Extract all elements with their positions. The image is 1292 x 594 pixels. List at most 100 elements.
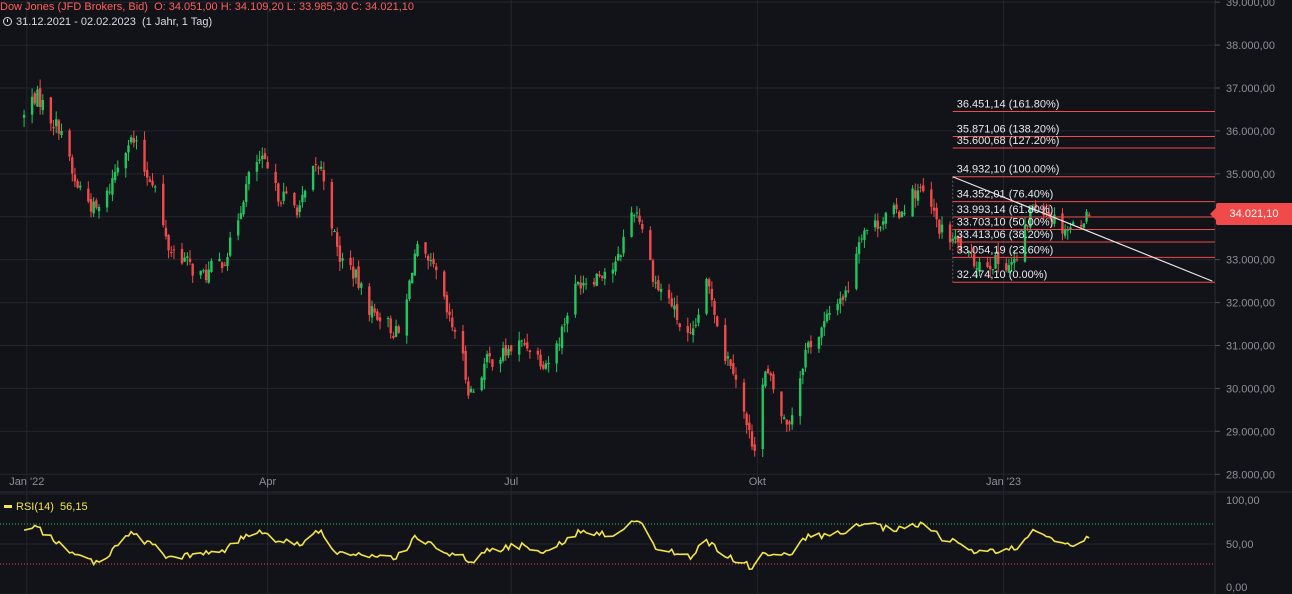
- candle-body: [170, 251, 173, 253]
- y-tick-label: 39.000,00: [1226, 0, 1275, 9]
- candle-body: [480, 377, 483, 391]
- candle-body: [673, 305, 676, 310]
- candle-body: [443, 271, 446, 297]
- candle-body: [154, 186, 157, 188]
- candle-body: [876, 220, 880, 229]
- candle-body: [938, 219, 941, 234]
- candle-body: [603, 271, 607, 279]
- rsi-value: 56,15: [60, 501, 88, 513]
- candle-body: [667, 289, 671, 299]
- rsi-line: [23, 520, 1090, 571]
- candle-body: [798, 378, 802, 417]
- candle-body: [748, 422, 751, 430]
- candle-body: [111, 177, 114, 195]
- candle-body: [376, 311, 379, 320]
- candle-body: [724, 325, 727, 361]
- candle-body: [764, 371, 767, 387]
- candle-body: [416, 243, 419, 257]
- candle-body: [801, 368, 805, 376]
- candle-body: [151, 180, 154, 186]
- candle-body: [1082, 223, 1086, 228]
- candle-body: [71, 157, 74, 174]
- candle-body: [916, 190, 920, 201]
- x-tick-label: Apr: [259, 476, 276, 488]
- fib-level-label: 33.703,10 (50.00%): [957, 216, 1054, 228]
- candle-body: [922, 185, 925, 192]
- candle-body: [710, 288, 714, 301]
- candle-body: [566, 315, 569, 324]
- candle-body: [753, 444, 756, 451]
- rsi-legend[interactable]: RSI(14) 56,15: [0, 501, 88, 513]
- candle-body: [247, 172, 251, 185]
- candle-body: [766, 368, 770, 374]
- candle-body: [405, 299, 408, 336]
- candle-body: [467, 381, 470, 396]
- candle-body: [788, 421, 791, 425]
- candle-body: [1029, 208, 1032, 228]
- candle-body: [397, 326, 400, 333]
- candle-body: [186, 256, 189, 258]
- candle-body: [975, 268, 979, 270]
- candle-body: [617, 253, 620, 261]
- candle-body: [988, 265, 992, 270]
- candle-body: [191, 263, 194, 276]
- fib-level-label: 36.451,14 (161.80%): [957, 99, 1060, 111]
- candle-body: [145, 170, 149, 178]
- candle-body: [932, 207, 936, 211]
- candle-body: [940, 224, 944, 233]
- candle-body: [1050, 217, 1053, 222]
- candle-body: [370, 306, 374, 318]
- candle-body: [576, 281, 580, 285]
- candle-body: [1013, 258, 1016, 263]
- candle-body: [705, 279, 708, 314]
- candle-body: [611, 269, 615, 274]
- candle-body: [772, 374, 775, 390]
- candle-body: [432, 258, 435, 265]
- candlestick-series[interactable]: [22, 79, 1091, 457]
- candle-body: [132, 137, 136, 143]
- fib-level-label: 33.993,14 (61.80%): [957, 204, 1054, 216]
- rsi-indicator[interactable]: [23, 520, 1090, 571]
- fib-level-label: 33.413,06 (38.20%): [957, 229, 1054, 241]
- rsi-y-tick-label: 50,00: [1226, 539, 1254, 551]
- candle-body: [595, 273, 598, 286]
- candle-body: [49, 97, 53, 124]
- candle-body: [898, 211, 901, 218]
- candle-body: [54, 119, 58, 127]
- candle-body: [539, 354, 542, 367]
- candle-body: [274, 171, 277, 184]
- candle-body: [900, 211, 904, 218]
- candle-body: [1071, 222, 1075, 225]
- candle-body: [825, 313, 829, 322]
- candle-body: [582, 282, 585, 286]
- candle-body: [135, 140, 138, 142]
- fibonacci-extension[interactable]: 36.451,14 (161.80%) 35.871,06 (138.20%)35…: [952, 99, 1215, 283]
- candle-body: [956, 235, 960, 242]
- candle-body: [220, 262, 224, 269]
- candle-body: [978, 262, 981, 272]
- candle-body: [317, 167, 320, 169]
- candle-body: [499, 359, 502, 364]
- candle-body: [761, 384, 764, 450]
- candle-body: [469, 388, 473, 393]
- candle-body: [445, 295, 449, 313]
- candle-body: [598, 274, 601, 277]
- candle-body: [413, 253, 417, 276]
- candle-body: [226, 257, 229, 267]
- clock-icon: [3, 17, 12, 26]
- candle-body: [654, 282, 657, 284]
- candle-body: [828, 313, 831, 315]
- candle-body: [528, 350, 532, 352]
- candle-body: [451, 317, 454, 328]
- candle-body: [180, 249, 184, 264]
- candle-body: [1023, 225, 1027, 262]
- candle-body: [592, 281, 596, 285]
- candle-body: [167, 235, 170, 251]
- candle-body: [314, 163, 317, 165]
- candle-body: [105, 190, 109, 208]
- candle-body: [378, 317, 382, 322]
- candle-body: [970, 251, 973, 253]
